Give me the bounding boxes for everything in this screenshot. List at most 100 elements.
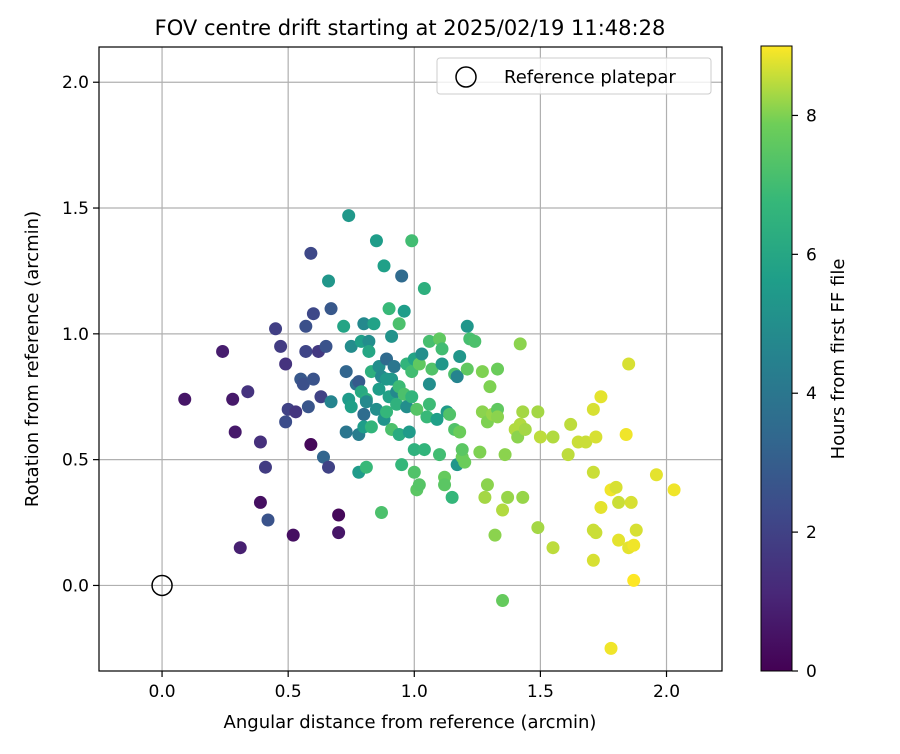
data-point <box>316 450 330 464</box>
data-point <box>435 342 449 356</box>
data-point <box>491 362 505 376</box>
data-point <box>649 468 663 482</box>
y-tick-label: 1.5 <box>62 199 89 219</box>
data-point <box>402 425 416 439</box>
data-point <box>324 395 338 409</box>
data-points <box>178 209 681 655</box>
data-point <box>468 334 482 348</box>
colorbar: 0 2 4 6 8 Hours from first FF file <box>760 45 849 682</box>
data-point <box>380 405 394 419</box>
data-point <box>496 503 510 517</box>
data-point <box>586 465 600 479</box>
data-point <box>279 415 293 429</box>
data-point <box>458 455 472 469</box>
y-tick-label: 0.5 <box>62 451 89 471</box>
data-point <box>430 412 444 426</box>
data-point <box>516 490 530 504</box>
data-point <box>289 405 303 419</box>
data-point <box>667 483 681 497</box>
data-point <box>609 480 623 494</box>
data-point <box>228 425 242 439</box>
data-point <box>367 317 381 331</box>
data-point <box>627 573 641 587</box>
data-point <box>241 385 255 399</box>
data-point <box>501 490 515 504</box>
data-point <box>612 495 626 509</box>
data-point <box>405 234 419 248</box>
data-point <box>344 400 358 414</box>
legend-entry-reference: Reference platepar <box>504 67 676 88</box>
data-point <box>412 478 426 492</box>
x-axis-ticks: 0.0 0.5 1.0 1.5 2.0 <box>149 671 680 702</box>
data-point <box>299 319 313 333</box>
data-point <box>417 443 431 457</box>
data-point <box>478 490 492 504</box>
reference-platepar-marker <box>151 574 173 597</box>
data-point <box>629 523 643 537</box>
y-axis-label: Rotation from reference (arcmin) <box>22 211 43 507</box>
data-point <box>261 513 275 527</box>
data-point <box>475 405 489 419</box>
data-point <box>322 274 336 288</box>
data-point <box>420 410 434 424</box>
data-point <box>412 357 426 371</box>
data-point <box>460 362 474 376</box>
legend-reference-marker-icon <box>455 66 477 88</box>
data-point <box>516 405 530 419</box>
data-point <box>407 465 421 479</box>
data-point <box>357 407 371 421</box>
data-point <box>533 430 547 444</box>
data-point <box>564 417 578 431</box>
data-point <box>253 495 267 509</box>
data-point <box>377 259 391 273</box>
data-point <box>226 392 240 406</box>
data-point <box>286 528 300 542</box>
data-point <box>483 380 497 394</box>
colorbar-tick-label: 6 <box>806 245 817 265</box>
data-point <box>422 334 436 348</box>
data-point <box>344 339 358 353</box>
data-point <box>359 395 373 409</box>
chart-title: FOV centre drift starting at 2025/02/19 … <box>155 16 666 40</box>
data-point <box>586 402 600 416</box>
data-point <box>579 435 593 449</box>
y-tick-label: 0.0 <box>62 576 89 596</box>
data-point <box>594 390 608 404</box>
data-point <box>422 377 436 391</box>
x-tick-label: 0.5 <box>275 682 302 702</box>
data-point <box>425 362 439 376</box>
data-point <box>619 427 633 441</box>
data-point <box>339 365 353 379</box>
data-point <box>385 329 399 343</box>
data-point <box>627 538 641 552</box>
data-point <box>306 307 320 321</box>
data-point <box>332 508 346 522</box>
data-point <box>433 448 447 462</box>
data-point <box>369 402 383 416</box>
data-point <box>407 443 421 457</box>
data-point <box>395 458 409 472</box>
data-point <box>362 334 376 348</box>
data-point <box>324 302 338 316</box>
data-point <box>415 347 429 361</box>
data-point <box>332 526 346 540</box>
x-axis-label: Angular distance from reference (arcmin) <box>224 712 597 733</box>
data-point <box>604 641 618 655</box>
data-point <box>374 505 388 519</box>
data-point <box>352 375 366 389</box>
data-point <box>269 322 283 336</box>
data-point <box>390 397 404 411</box>
x-tick-label: 1.5 <box>527 682 554 702</box>
data-point <box>417 282 431 296</box>
data-point <box>322 460 336 474</box>
data-point <box>392 427 406 441</box>
data-point <box>372 382 386 396</box>
data-point <box>362 344 376 358</box>
data-point <box>342 209 356 223</box>
data-point <box>488 528 502 542</box>
x-tick-label: 0.0 <box>149 682 176 702</box>
colorbar-label: Hours from first FF file <box>828 259 849 460</box>
data-point <box>438 478 452 492</box>
y-axis-ticks: 0.0 0.5 1.0 1.5 2.0 <box>62 73 99 596</box>
